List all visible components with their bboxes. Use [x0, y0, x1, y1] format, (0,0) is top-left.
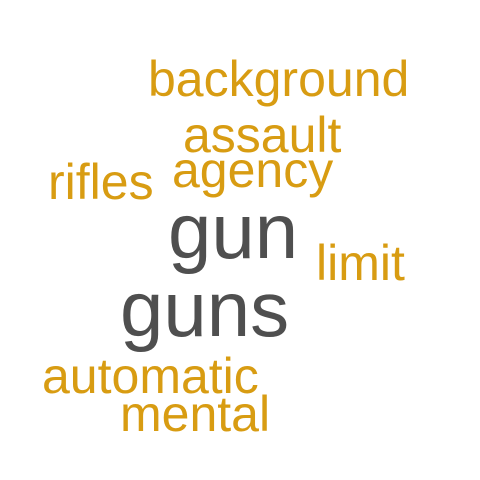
word-limit: limit	[316, 235, 405, 291]
word-background: background	[148, 51, 410, 107]
word-gun: gun	[168, 187, 299, 275]
word-assault: assault	[183, 107, 342, 163]
word-rifles: rifles	[48, 154, 154, 210]
word-mental: mental	[120, 386, 271, 442]
word-agency: agency	[172, 142, 334, 198]
word-automatic: automatic	[42, 348, 259, 404]
word-guns: guns	[120, 265, 290, 353]
